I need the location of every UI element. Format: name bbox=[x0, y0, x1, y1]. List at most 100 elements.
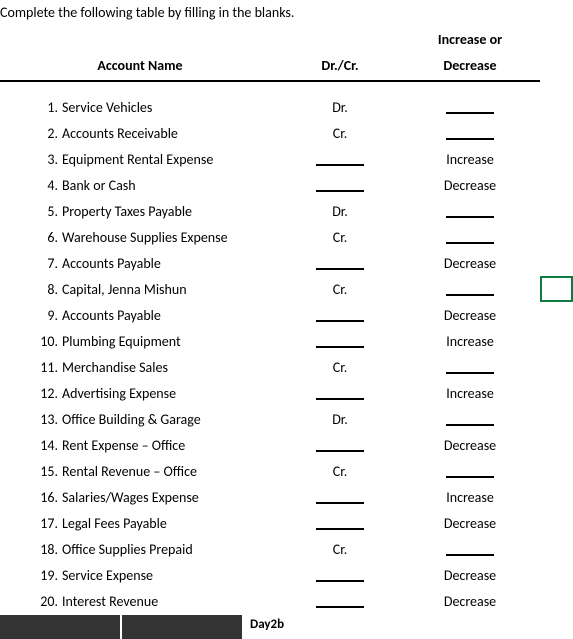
sheet-tab-active-fragment[interactable]: Day2b bbox=[244, 615, 290, 639]
overflow-cell[interactable] bbox=[540, 432, 573, 458]
overflow-cell[interactable] bbox=[540, 94, 573, 120]
account-name: Rent Expense – Office bbox=[62, 437, 185, 454]
blank-line bbox=[316, 308, 364, 322]
account-name-cell[interactable]: 17. Legal Fees Payable bbox=[0, 510, 280, 536]
account-name-cell[interactable]: 3. Equipment Rental Expense bbox=[0, 146, 280, 172]
account-name-cell[interactable]: 11. Merchandise Sales bbox=[0, 354, 280, 380]
drcr-cell[interactable] bbox=[280, 562, 400, 588]
incdec-cell[interactable]: Decrease bbox=[400, 510, 540, 536]
overflow-cell[interactable] bbox=[540, 198, 573, 224]
overflow-cell[interactable] bbox=[540, 588, 573, 614]
account-name-cell[interactable]: 16. Salaries/Wages Expense bbox=[0, 484, 280, 510]
incdec-cell[interactable]: Decrease bbox=[400, 250, 540, 276]
account-name-cell[interactable]: 8. Capital, Jenna Mishun bbox=[0, 276, 280, 302]
incdec-cell[interactable] bbox=[400, 354, 540, 380]
incdec-cell[interactable] bbox=[400, 458, 540, 484]
overflow-cell[interactable] bbox=[540, 120, 573, 146]
sheet-tab-prev[interactable] bbox=[0, 615, 120, 639]
overflow-cell[interactable] bbox=[540, 354, 573, 380]
overflow-cell[interactable] bbox=[540, 406, 573, 432]
account-name-cell[interactable]: 7. Accounts Payable bbox=[0, 250, 280, 276]
drcr-cell[interactable]: Cr. bbox=[280, 276, 400, 302]
drcr-cell[interactable]: Dr. bbox=[280, 406, 400, 432]
incdec-cell[interactable] bbox=[400, 276, 540, 302]
spacer bbox=[400, 82, 540, 94]
drcr-cell[interactable] bbox=[280, 146, 400, 172]
overflow-cell[interactable] bbox=[540, 250, 573, 276]
account-name-cell[interactable]: 1. Service Vehicles bbox=[0, 94, 280, 120]
account-name-cell[interactable]: 12. Advertising Expense bbox=[0, 380, 280, 406]
account-name: Accounts Payable bbox=[62, 255, 161, 272]
overflow-cell[interactable] bbox=[540, 458, 573, 484]
overflow-cell[interactable] bbox=[540, 328, 573, 354]
account-name-cell[interactable]: 2. Accounts Receivable bbox=[0, 120, 280, 146]
incdec-cell[interactable]: Decrease bbox=[400, 562, 540, 588]
incdec-cell[interactable]: Decrease bbox=[400, 588, 540, 614]
overflow-cell[interactable] bbox=[540, 302, 573, 328]
selected-cell[interactable] bbox=[540, 276, 573, 302]
drcr-cell[interactable]: Cr. bbox=[280, 120, 400, 146]
overflow-cell[interactable] bbox=[540, 562, 573, 588]
drcr-value: Cr. bbox=[333, 229, 347, 246]
incdec-cell[interactable]: Increase bbox=[400, 328, 540, 354]
drcr-cell[interactable] bbox=[280, 588, 400, 614]
incdec-cell[interactable]: Decrease bbox=[400, 302, 540, 328]
drcr-cell[interactable] bbox=[280, 380, 400, 406]
account-name-cell[interactable]: 14. Rent Expense – Office bbox=[0, 432, 280, 458]
drcr-cell[interactable] bbox=[280, 432, 400, 458]
account-name: Accounts Receivable bbox=[62, 125, 178, 142]
incdec-cell[interactable]: Increase bbox=[400, 484, 540, 510]
drcr-cell[interactable]: Cr. bbox=[280, 458, 400, 484]
drcr-cell[interactable]: Cr. bbox=[280, 354, 400, 380]
incdec-value: Decrease bbox=[444, 437, 496, 454]
account-name-cell[interactable]: 6. Warehouse Supplies Expense bbox=[0, 224, 280, 250]
account-name-cell[interactable]: 18. Office Supplies Prepaid bbox=[0, 536, 280, 562]
overflow-cell[interactable] bbox=[540, 380, 573, 406]
row-number: 17. bbox=[36, 515, 58, 532]
account-name-cell[interactable]: 10. Plumbing Equipment bbox=[0, 328, 280, 354]
overflow-cell[interactable] bbox=[540, 172, 573, 198]
overflow-cell[interactable] bbox=[540, 146, 573, 172]
account-name-cell[interactable]: 15. Rental Revenue – Office bbox=[0, 458, 280, 484]
drcr-cell[interactable] bbox=[280, 510, 400, 536]
overflow-cell[interactable] bbox=[540, 510, 573, 536]
account-name-cell[interactable]: 5. Property Taxes Payable bbox=[0, 198, 280, 224]
incdec-cell[interactable]: Decrease bbox=[400, 172, 540, 198]
account-name-cell[interactable]: 13. Office Building & Garage bbox=[0, 406, 280, 432]
overflow-cell[interactable] bbox=[540, 484, 573, 510]
account-name-cell[interactable]: 19. Service Expense bbox=[0, 562, 280, 588]
header-blank-3 bbox=[540, 25, 573, 51]
incdec-cell[interactable]: Decrease bbox=[400, 432, 540, 458]
account-name: Warehouse Supplies Expense bbox=[62, 229, 228, 246]
drcr-cell[interactable] bbox=[280, 328, 400, 354]
incdec-value: Decrease bbox=[444, 177, 496, 194]
overflow-cell[interactable] bbox=[540, 536, 573, 562]
incdec-cell[interactable] bbox=[400, 120, 540, 146]
drcr-cell[interactable]: Cr. bbox=[280, 536, 400, 562]
drcr-cell[interactable]: Dr. bbox=[280, 94, 400, 120]
overflow-cell[interactable] bbox=[540, 224, 573, 250]
incdec-cell[interactable]: Increase bbox=[400, 380, 540, 406]
drcr-cell[interactable]: Cr. bbox=[280, 224, 400, 250]
account-name-cell[interactable]: 20. Interest Revenue bbox=[0, 588, 280, 614]
incdec-cell[interactable] bbox=[400, 536, 540, 562]
account-name-cell[interactable]: 4. Bank or Cash bbox=[0, 172, 280, 198]
account-name: Plumbing Equipment bbox=[62, 333, 181, 350]
incdec-cell[interactable]: Increase bbox=[400, 146, 540, 172]
account-name: Accounts Payable bbox=[62, 307, 161, 324]
incdec-cell[interactable] bbox=[400, 198, 540, 224]
blank-line bbox=[316, 178, 364, 192]
blank-line bbox=[316, 256, 364, 270]
drcr-cell[interactable]: Dr. bbox=[280, 198, 400, 224]
account-name-cell[interactable]: 9. Accounts Payable bbox=[0, 302, 280, 328]
incdec-cell[interactable] bbox=[400, 94, 540, 120]
drcr-cell[interactable] bbox=[280, 302, 400, 328]
drcr-cell[interactable] bbox=[280, 172, 400, 198]
drcr-cell[interactable] bbox=[280, 250, 400, 276]
blank-line bbox=[316, 152, 364, 166]
incdec-cell[interactable] bbox=[400, 224, 540, 250]
drcr-value: Dr. bbox=[332, 203, 348, 220]
drcr-cell[interactable] bbox=[280, 484, 400, 510]
incdec-cell[interactable] bbox=[400, 406, 540, 432]
sheet-tab-prev2[interactable] bbox=[122, 615, 242, 639]
